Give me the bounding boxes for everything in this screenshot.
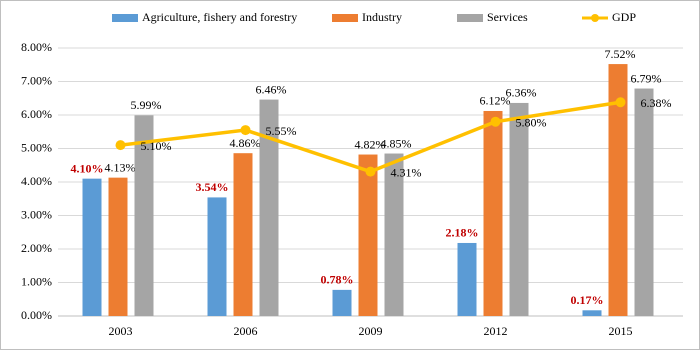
- y-tick-label: 7.00%: [21, 73, 52, 87]
- legend-label: GDP: [612, 10, 636, 24]
- data-label: 7.52%: [605, 47, 636, 61]
- y-tick-label: 2.00%: [21, 241, 52, 255]
- bar: [108, 177, 128, 316]
- bar: [483, 110, 503, 316]
- legend-label: Agriculture, fishery and forestry: [142, 10, 297, 24]
- bar: [207, 197, 227, 316]
- data-label: 5.10%: [141, 139, 172, 153]
- bar: [233, 153, 253, 316]
- data-label: 4.10%: [71, 161, 104, 175]
- legend-swatch: [332, 14, 358, 22]
- data-label: 4.31%: [391, 165, 422, 179]
- legend-label: Industry: [362, 10, 402, 24]
- y-tick-label: 4.00%: [21, 174, 52, 188]
- bar: [358, 154, 378, 316]
- x-tick-label: 2012: [484, 324, 508, 338]
- line-marker: [490, 116, 501, 127]
- line-marker: [365, 166, 376, 177]
- y-tick-label: 5.00%: [21, 140, 52, 154]
- y-tick-label: 8.00%: [21, 40, 52, 54]
- data-label: 6.46%: [256, 82, 287, 96]
- line-marker: [615, 97, 626, 108]
- y-tick-label: 1.00%: [21, 274, 52, 288]
- data-label: 6.36%: [506, 86, 537, 100]
- y-tick-label: 3.00%: [21, 207, 52, 221]
- bar: [82, 178, 102, 316]
- bar: [384, 153, 404, 316]
- data-label: 6.12%: [480, 94, 511, 108]
- data-label: 5.80%: [516, 115, 547, 129]
- data-label: 3.54%: [196, 180, 229, 194]
- data-label: 0.78%: [321, 273, 354, 287]
- legend-label: Services: [487, 10, 528, 24]
- line-marker: [240, 125, 251, 136]
- data-label: 4.85%: [381, 136, 412, 150]
- line-marker: [115, 140, 126, 151]
- data-label: 4.82%: [355, 137, 386, 151]
- bar: [634, 88, 654, 316]
- legend-swatch: [591, 14, 599, 22]
- x-tick-label: 2009: [359, 324, 383, 338]
- data-label: 5.99%: [131, 98, 162, 112]
- bar: [509, 102, 529, 316]
- bar: [582, 310, 602, 316]
- data-label: 6.79%: [631, 71, 662, 85]
- data-label: 2.18%: [446, 226, 479, 240]
- bar: [332, 289, 352, 316]
- data-label: 4.13%: [105, 160, 136, 174]
- data-label: 5.55%: [266, 124, 297, 138]
- data-label: 0.17%: [571, 293, 604, 307]
- x-tick-label: 2006: [234, 324, 258, 338]
- bar: [457, 242, 477, 316]
- bar: [134, 115, 154, 317]
- y-tick-label: 6.00%: [21, 107, 52, 121]
- bar: [608, 64, 628, 316]
- bar: [259, 99, 279, 316]
- legend-swatch: [112, 14, 138, 22]
- data-label: 6.38%: [641, 96, 672, 110]
- y-tick-label: 0.00%: [21, 308, 52, 322]
- x-tick-label: 2015: [609, 324, 633, 338]
- legend-swatch: [457, 14, 483, 22]
- data-label: 4.86%: [230, 136, 261, 150]
- x-tick-label: 2003: [109, 324, 133, 338]
